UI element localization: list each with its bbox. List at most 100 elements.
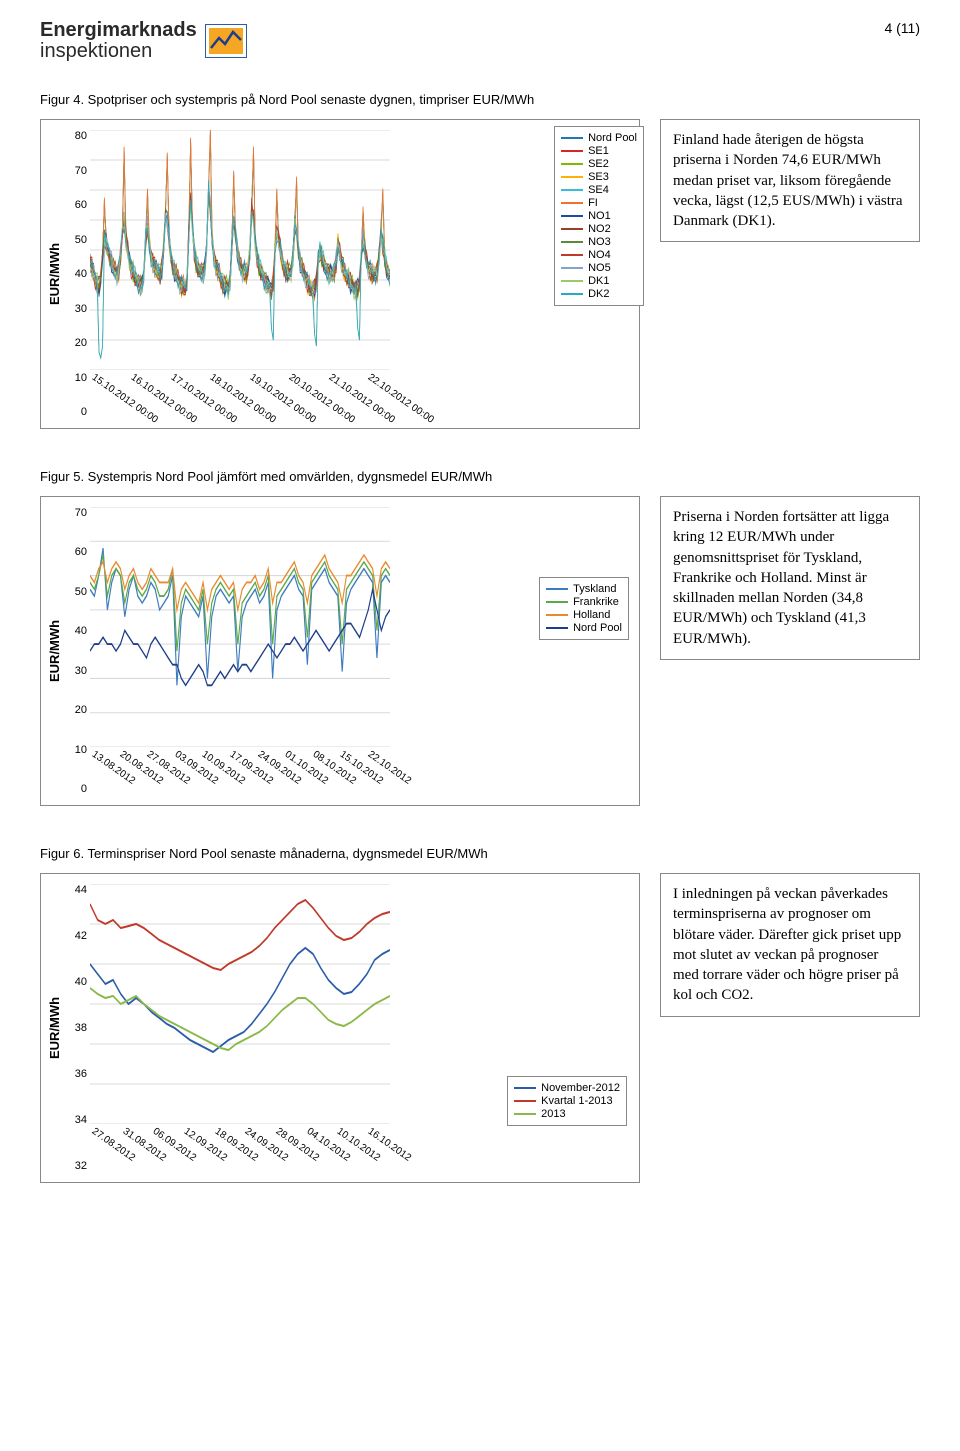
logo-icon [205,24,247,58]
legend-item: SE1 [561,145,637,157]
legend-item: NO1 [561,210,637,222]
figure-6-yticks: 44424038363432 [64,884,90,1172]
ytick: 70 [64,507,87,519]
figure-5-xlabels: 13.08.201220.08.201227.08.201203.09.2012… [90,747,390,795]
ytick: 20 [64,704,87,716]
legend-label: SE2 [588,158,609,170]
legend-label: Nord Pool [573,622,622,634]
legend-item: Frankrike [546,596,622,608]
legend-swatch [514,1087,536,1089]
legend-label: NO3 [588,236,611,248]
logo-line2: inspektionen [40,40,152,62]
legend-item: NO4 [561,249,637,261]
xlabel: 22.10.2012 00:00 [366,372,436,426]
figure-6-plot [90,884,390,1124]
legend-label: DK1 [588,275,609,287]
figure-5-chart: TysklandFrankrikeHollandNord Pool EUR/MW… [40,496,640,806]
figure-4: Figur 4. Spotpriser och systempris på No… [40,92,920,429]
logo: Energimarknads inspektionen [40,20,247,62]
legend-label: NO4 [588,249,611,261]
xlabel: 16.10.2012 00:00 [129,372,199,426]
figure-6-ylabel: EUR/MWh [45,884,64,1172]
legend-item: Kvartal 1-2013 [514,1095,620,1107]
ytick: 50 [64,586,87,598]
ytick: 40 [64,976,87,988]
xlabel: 21.10.2012 00:00 [326,372,396,426]
legend-swatch [561,150,583,152]
ytick: 60 [64,546,87,558]
xlabel: 15.10.2012 00:00 [90,372,160,426]
figure-4-yticks: 80706050403020100 [64,130,90,418]
legend-swatch [561,293,583,295]
ytick: 80 [64,130,87,142]
ytick: 40 [64,268,87,280]
legend-label: FI [588,197,598,209]
figure-4-xlabels: 15.10.2012 00:0016.10.2012 00:0017.10.20… [90,370,390,418]
ytick: 0 [64,406,87,418]
ytick: 20 [64,337,87,349]
legend-item: SE2 [561,158,637,170]
ytick: 38 [64,1022,87,1034]
ytick: 60 [64,199,87,211]
figure-6: Figur 6. Terminspriser Nord Pool senaste… [40,846,920,1183]
figure-5-title: Figur 5. Systempris Nord Pool jämfört me… [40,469,920,484]
legend-item: SE3 [561,171,637,183]
figure-5: Figur 5. Systempris Nord Pool jämfört me… [40,469,920,806]
legend-label: Frankrike [573,596,619,608]
ytick: 44 [64,884,87,896]
ytick: 10 [64,744,87,756]
legend-swatch [546,601,568,603]
legend-swatch [561,280,583,282]
figure-4-ylabel: EUR/MWh [45,130,64,418]
legend-swatch [514,1113,536,1115]
figure-4-title: Figur 4. Spotpriser och systempris på No… [40,92,920,107]
legend-label: DK2 [588,288,609,300]
legend-label: 2013 [541,1108,565,1120]
legend-item: NO5 [561,262,637,274]
legend-swatch [561,189,583,191]
legend-item: DK1 [561,275,637,287]
legend-item: Nord Pool [561,132,637,144]
legend-item: SE4 [561,184,637,196]
figure-6-chart: November-2012Kvartal 1-20132013 EUR/MWh … [40,873,640,1183]
figure-6-xlabels: 27.08.201231.08.201206.09.201212.09.2012… [90,1124,390,1172]
legend-swatch [546,627,568,629]
logo-line1: Energimarknads [40,19,197,41]
ytick: 10 [64,372,87,384]
legend-label: NO1 [588,210,611,222]
legend-swatch [561,137,583,139]
legend-item: Holland [546,609,622,621]
legend-item: DK2 [561,288,637,300]
legend-swatch [561,215,583,217]
legend-label: NO2 [588,223,611,235]
legend-swatch [561,202,583,204]
ytick: 30 [64,665,87,677]
legend-swatch [514,1100,536,1102]
legend-item: Tyskland [546,583,622,595]
legend-item: Nord Pool [546,622,622,634]
figure-6-legend: November-2012Kvartal 1-20132013 [507,1076,627,1126]
legend-item: 2013 [514,1108,620,1120]
figure-4-description: Finland hade återigen de högsta priserna… [660,119,920,242]
logo-text: Energimarknads inspektionen [40,20,197,62]
figure-6-description: I inledningen på veckan påverkades termi… [660,873,920,1017]
legend-label: Nord Pool [588,132,637,144]
legend-swatch [561,241,583,243]
ytick: 32 [64,1160,87,1172]
xlabel: 17.10.2012 00:00 [169,372,239,426]
legend-swatch [561,163,583,165]
xlabel: 19.10.2012 00:00 [247,372,317,426]
legend-label: SE3 [588,171,609,183]
legend-item: November-2012 [514,1082,620,1094]
legend-label: Tyskland [573,583,616,595]
ytick: 40 [64,625,87,637]
legend-swatch [561,267,583,269]
ytick: 0 [64,783,87,795]
legend-swatch [561,176,583,178]
figure-6-title: Figur 6. Terminspriser Nord Pool senaste… [40,846,920,861]
figure-5-legend: TysklandFrankrikeHollandNord Pool [539,577,629,640]
legend-swatch [561,228,583,230]
ytick: 50 [64,234,87,246]
legend-label: Kvartal 1-2013 [541,1095,613,1107]
figure-4-chart: Nord PoolSE1SE2SE3SE4FINO1NO2NO3NO4NO5DK… [40,119,640,429]
